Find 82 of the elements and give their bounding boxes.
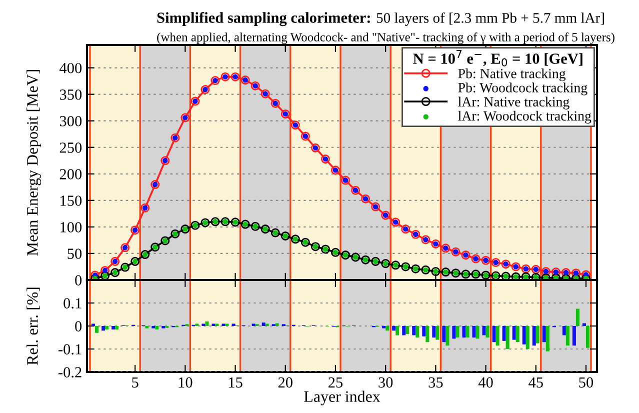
x-tick-label: 45 <box>528 377 543 388</box>
bar <box>412 326 416 336</box>
x-tick-label: 40 <box>478 377 493 388</box>
x-tick-label: 15 <box>228 377 242 388</box>
bar <box>542 326 546 342</box>
bar <box>472 326 476 338</box>
bar <box>536 326 540 344</box>
bar <box>546 326 550 352</box>
y-tick-label: 50 <box>68 248 82 259</box>
bar <box>392 326 396 331</box>
y-tick-label: 300 <box>60 116 82 126</box>
bar <box>205 321 209 326</box>
bar <box>572 326 576 346</box>
text: (when applied, alternating Woodcock- and "Native"- tracking of γ with a period of 5 layers) <box>157 32 614 44</box>
y-tick-label: 250 <box>60 142 82 153</box>
legend-label: Pb: Native tracking <box>458 68 566 82</box>
x-tick-label: 10 <box>178 377 192 388</box>
x-axis-title: Layer index <box>304 390 380 406</box>
bar <box>112 326 116 330</box>
y-tick-label: -0.2 <box>58 367 82 378</box>
bar <box>502 326 506 341</box>
bar <box>506 326 510 349</box>
bar <box>492 326 496 342</box>
chart-title: Simplified sampling calorimeter: <box>157 12 370 26</box>
bar <box>516 326 520 342</box>
x-tick-label: 5 <box>132 377 138 388</box>
y-tick-label: 0 <box>75 275 82 286</box>
x-tick-label: 20 <box>278 377 292 388</box>
bar <box>442 326 446 342</box>
y-tick-label: 0.1 <box>64 298 82 309</box>
x-tick-label: 50 <box>579 377 594 388</box>
bar <box>386 326 390 331</box>
chart-subtitle: 50 layers of [2.3 mm Pb + 5.7 mm lAr] <box>376 12 604 26</box>
bar <box>102 326 106 331</box>
bar <box>452 326 456 339</box>
legend-label: lAr: Woodcock tracking <box>458 110 592 124</box>
bar <box>105 326 109 330</box>
bar <box>262 322 266 326</box>
legend-label: lAr: Native tracking <box>458 96 570 110</box>
bar <box>482 326 486 336</box>
bar <box>416 326 420 338</box>
bar <box>466 326 470 338</box>
bar <box>532 326 536 346</box>
bar <box>476 326 480 339</box>
bar <box>486 326 490 338</box>
bar <box>462 326 466 338</box>
y-axis-title: Rel. err. [%] <box>26 288 40 366</box>
bar <box>566 326 570 346</box>
y-axis-title: Mean Energy Deposit [MeV] <box>26 70 42 256</box>
bar <box>155 326 159 330</box>
legend-title: N = 10$^{7}$ e$^{−}$, E$_{0}$ = 10 [GeV] <box>413 50 582 66</box>
y-tick-label: 200 <box>60 169 82 180</box>
x-tick-label: 25 <box>328 377 343 388</box>
bar <box>576 308 580 326</box>
bar <box>436 326 440 340</box>
bar <box>512 326 516 340</box>
y-tick-label: 150 <box>60 196 82 206</box>
bar <box>95 326 99 333</box>
bar <box>422 326 426 336</box>
y-tick-label: 0 <box>75 321 82 332</box>
bar <box>406 326 410 334</box>
bar <box>522 326 526 344</box>
bar <box>432 326 436 338</box>
x-tick-label: 35 <box>428 377 443 388</box>
bar <box>562 326 566 336</box>
bar <box>496 326 500 346</box>
y-tick-label: 100 <box>60 222 82 232</box>
y-tick-label: -0.1 <box>58 344 82 355</box>
bar <box>275 323 279 326</box>
bar <box>582 323 586 326</box>
bar <box>446 326 450 346</box>
bar <box>115 326 119 330</box>
bar <box>586 326 590 348</box>
x-tick-label: 30 <box>378 377 393 388</box>
bar <box>456 326 460 338</box>
y-tick-label: 400 <box>60 62 82 74</box>
bar <box>402 326 406 336</box>
y-tick-label: 350 <box>60 89 82 100</box>
bar <box>396 326 400 336</box>
bar <box>526 326 530 349</box>
bar <box>426 326 430 342</box>
legend-label: Pb: Woodcock tracking <box>458 82 588 96</box>
